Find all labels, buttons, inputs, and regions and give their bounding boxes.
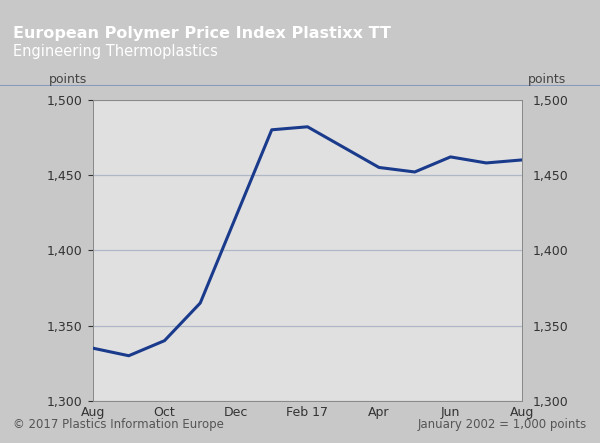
Text: Engineering Thermoplastics: Engineering Thermoplastics	[13, 44, 218, 59]
Text: European Polymer Price Index Plastixx TT: European Polymer Price Index Plastixx TT	[13, 26, 391, 41]
Text: points: points	[49, 74, 87, 86]
Text: January 2002 = 1,000 points: January 2002 = 1,000 points	[418, 418, 587, 431]
Text: points: points	[528, 74, 566, 86]
Text: © 2017 Plastics Information Europe: © 2017 Plastics Information Europe	[13, 418, 224, 431]
